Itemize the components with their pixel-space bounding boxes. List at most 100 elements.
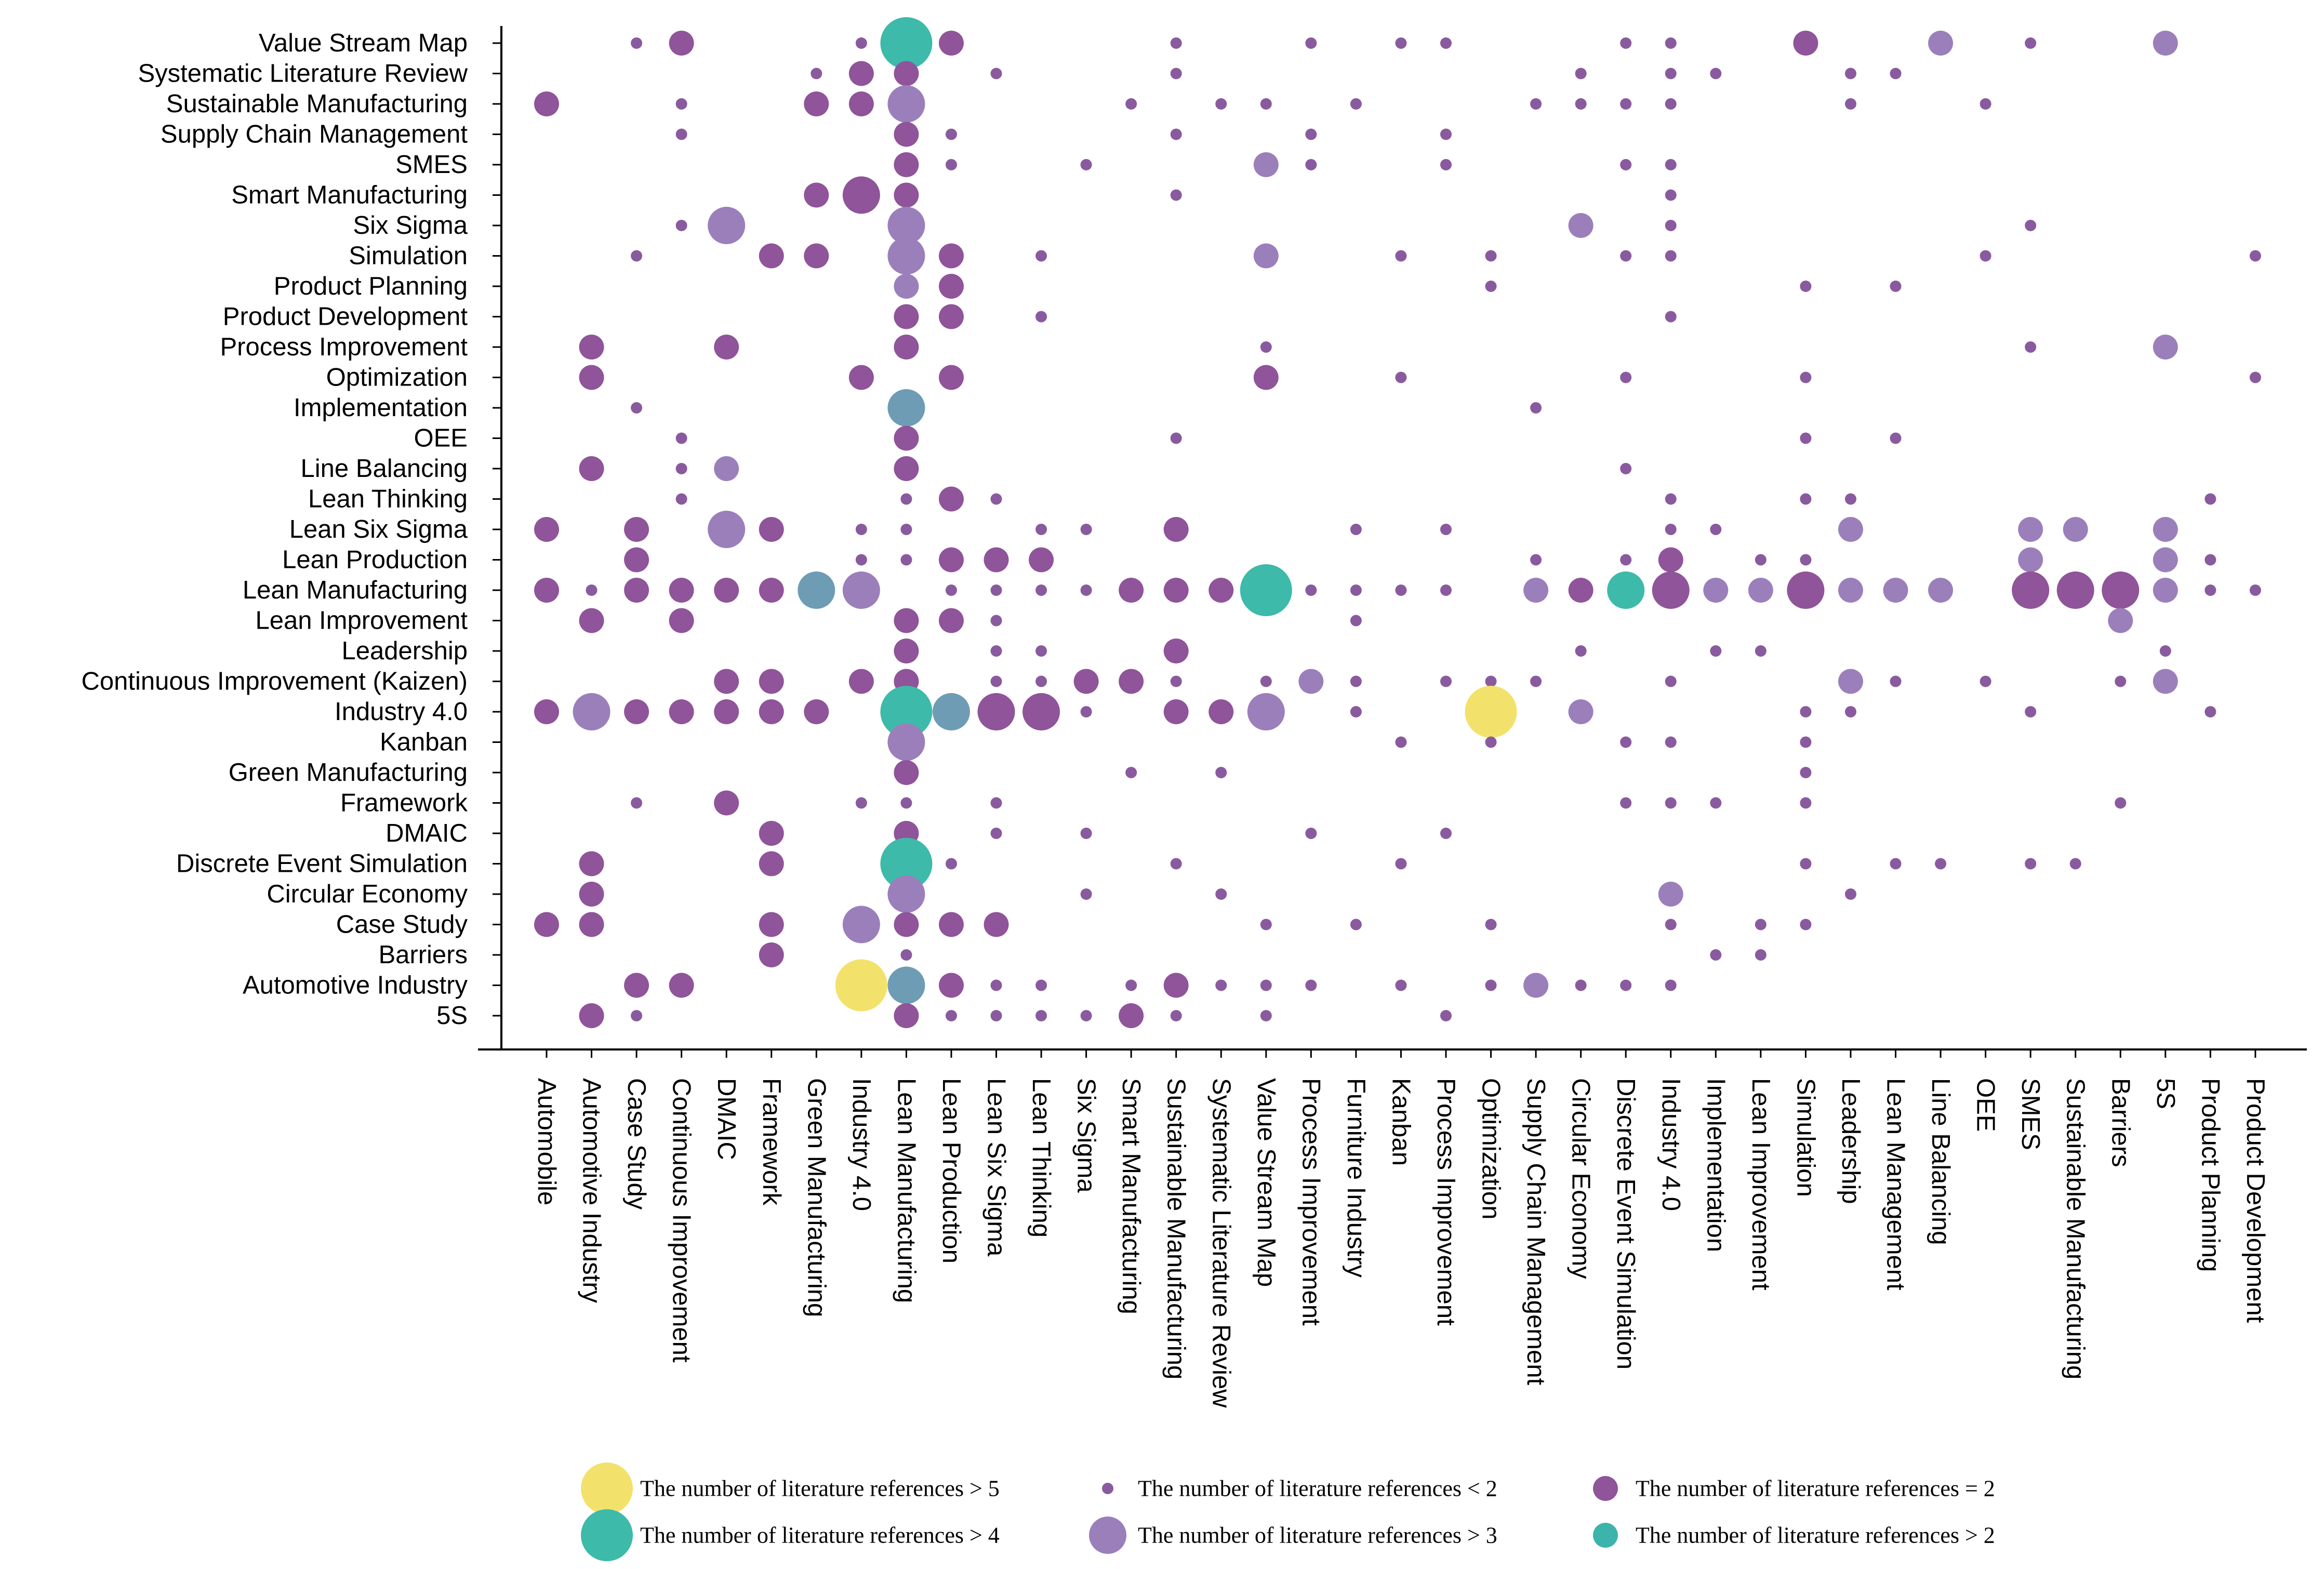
bubble-point [887, 723, 925, 761]
bubble-point [2205, 584, 2216, 596]
bubble-point [990, 645, 1002, 657]
bubble-point [1305, 128, 1317, 140]
bubble-point [759, 517, 784, 542]
bubble-point [842, 571, 880, 609]
bubble-point [1440, 1010, 1452, 1021]
y-tick-label: Optimization [326, 364, 468, 392]
legend-label: The number of literature references > 2 [1636, 1523, 1995, 1548]
bubble-point [894, 304, 919, 329]
bubble-point [900, 554, 912, 566]
bubble-point [1710, 797, 1722, 809]
x-tick-label: SMES [2016, 1078, 2044, 1150]
bubble-point [1305, 828, 1317, 839]
y-tick-label: Systematic Literature Review [138, 60, 468, 88]
bubble-point [579, 1003, 604, 1028]
bubble-point [1658, 882, 1683, 907]
bubble-point [1844, 68, 1856, 79]
y-tick-label: Green Manufacturing [229, 759, 468, 787]
x-tick-label: Product Development [2241, 1078, 2269, 1323]
x-tick-label: Green Manufacturing [802, 1078, 830, 1317]
bubble-point [894, 61, 919, 86]
bubble-point [1838, 669, 1863, 694]
bubble-point [1575, 68, 1587, 79]
bubble-point [669, 31, 694, 56]
y-tick-label: DMAIC [386, 819, 468, 847]
bubble-point [1530, 554, 1542, 566]
bubble-point [1465, 686, 1517, 738]
bubble-point [759, 942, 784, 967]
bubble-point [1080, 706, 1092, 717]
bubble-point [1665, 159, 1677, 170]
x-tick-label: Lean Management [1882, 1078, 1910, 1291]
bubble-point [990, 615, 1002, 627]
bubble-point [2069, 858, 2081, 870]
bubble-point [1163, 517, 1189, 542]
legend: The number of literature references > 5 T… [581, 1462, 1995, 1561]
bubble-point [894, 912, 919, 937]
bubble-point [894, 274, 919, 299]
bubble-point [1035, 645, 1047, 657]
bubble-point [579, 365, 604, 390]
bubble-point [1665, 250, 1677, 262]
bubble-point [894, 456, 919, 481]
bubble-point [804, 243, 829, 269]
legend-swatch [1593, 1523, 1618, 1548]
bubble-point [1665, 979, 1677, 991]
bubble-point [1710, 68, 1722, 79]
y-tick-label: Lean Production [282, 546, 468, 574]
bubble-point [1523, 973, 1549, 998]
bubble-point [1350, 706, 1362, 717]
bubble-point [624, 578, 649, 603]
bubble-point [714, 456, 739, 481]
bubble-point [842, 176, 880, 214]
bubble-point [586, 584, 597, 596]
y-tick-label: Circular Economy [267, 880, 468, 908]
bubble-point [1170, 1010, 1182, 1021]
bubble-point [579, 456, 604, 481]
bubble-point [675, 220, 687, 231]
bubble-point [1838, 517, 1863, 542]
bubble-point [1035, 311, 1047, 323]
y-tick-label: Product Planning [274, 272, 468, 300]
y-tick-label: Kanban [380, 728, 468, 756]
x-tick-label: Six Sigma [1072, 1078, 1100, 1193]
bubble-point [938, 365, 964, 390]
bubble-point [1755, 919, 1767, 930]
y-tick-label: Lean Manufacturing [243, 576, 468, 604]
bubble-point [938, 547, 964, 573]
x-tick-label: Sustainable Manufacturing [2062, 1078, 2090, 1379]
y-tick-label: Simulation [349, 242, 468, 270]
bubble-point [1844, 706, 1856, 717]
bubble-point [1665, 797, 1677, 809]
bubble-point [1395, 250, 1407, 262]
bubble-point [894, 639, 919, 663]
bubble-point [1523, 578, 1549, 603]
x-tick-label: Framework [758, 1078, 786, 1206]
bubble-point [1215, 98, 1227, 110]
bubble-point [1170, 189, 1182, 201]
bubble-point [855, 554, 867, 566]
x-tick-label: Automobile [533, 1078, 561, 1205]
x-tick-label: Line Balancing [1927, 1078, 1955, 1245]
bubble-point [1800, 493, 1812, 505]
bubble-point [675, 128, 687, 140]
bubble-point [1035, 584, 1047, 596]
x-tick-label: Sustainable Manufacturing [1162, 1078, 1190, 1379]
bubble-point [1163, 699, 1189, 724]
y-tick-label: Continuous Improvement (Kaizen) [81, 668, 468, 696]
bubble-point [1890, 432, 1902, 444]
bubble-point [1755, 645, 1767, 657]
bubble-point [887, 85, 925, 123]
bubble-point [2153, 547, 2178, 573]
bubble-point [669, 699, 694, 724]
bubble-point [1163, 973, 1189, 998]
bubble-point [2115, 797, 2127, 809]
y-tick-label: Implementation [294, 394, 468, 422]
chart-axes [478, 26, 2307, 1051]
bubble-point [1395, 736, 1407, 748]
x-tick-label: Simulation [1791, 1078, 1820, 1197]
bubble-point [714, 669, 739, 694]
legend-label: The number of literature references > 3 [1138, 1523, 1497, 1548]
bubble-point [759, 821, 784, 846]
bubble-point [804, 91, 829, 116]
